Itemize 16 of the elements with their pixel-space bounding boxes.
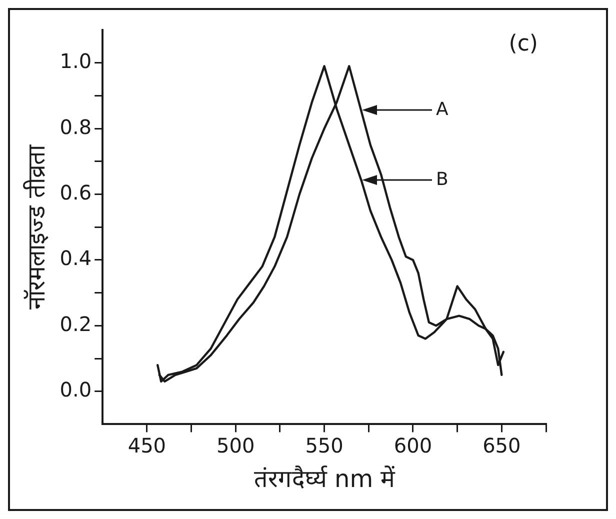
x-tick-label: 550 (305, 433, 344, 458)
x-tick-label: 500 (216, 433, 255, 458)
x-axis-title: तंरगदैर्घ्य nm में (254, 464, 396, 493)
y-tick-label: 1.0 (60, 49, 92, 74)
y-axis-title: नॉरमलाइज्ड तीव्रता (22, 144, 51, 310)
x-tick-label: 600 (394, 433, 432, 458)
chart-title: (c) (508, 32, 538, 57)
y-tick-label: 0.4 (60, 246, 92, 270)
y-tick-label: 0.6 (60, 180, 92, 204)
annotation: B (436, 169, 448, 191)
y-tick-label: 0.8 (60, 114, 92, 139)
y-tick-label: 0.2 (60, 312, 92, 336)
y-tick-label: 0.0 (60, 378, 92, 402)
x-tick-label: 650 (482, 433, 521, 458)
x-tick-label: 450 (128, 433, 166, 458)
annotation: A (436, 99, 448, 121)
